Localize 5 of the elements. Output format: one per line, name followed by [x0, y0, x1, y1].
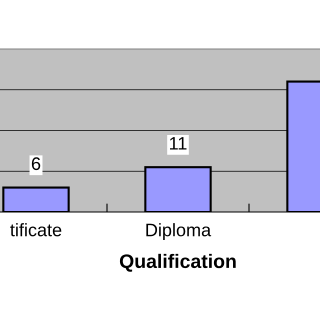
data-label: 11 — [170, 137, 186, 150]
x-tick-label: Diploma — [146, 223, 212, 240]
data-label: 6 — [32, 157, 40, 170]
x-axis-title: Qualification — [120, 254, 236, 272]
x-tick-label: tificate — [10, 223, 62, 236]
